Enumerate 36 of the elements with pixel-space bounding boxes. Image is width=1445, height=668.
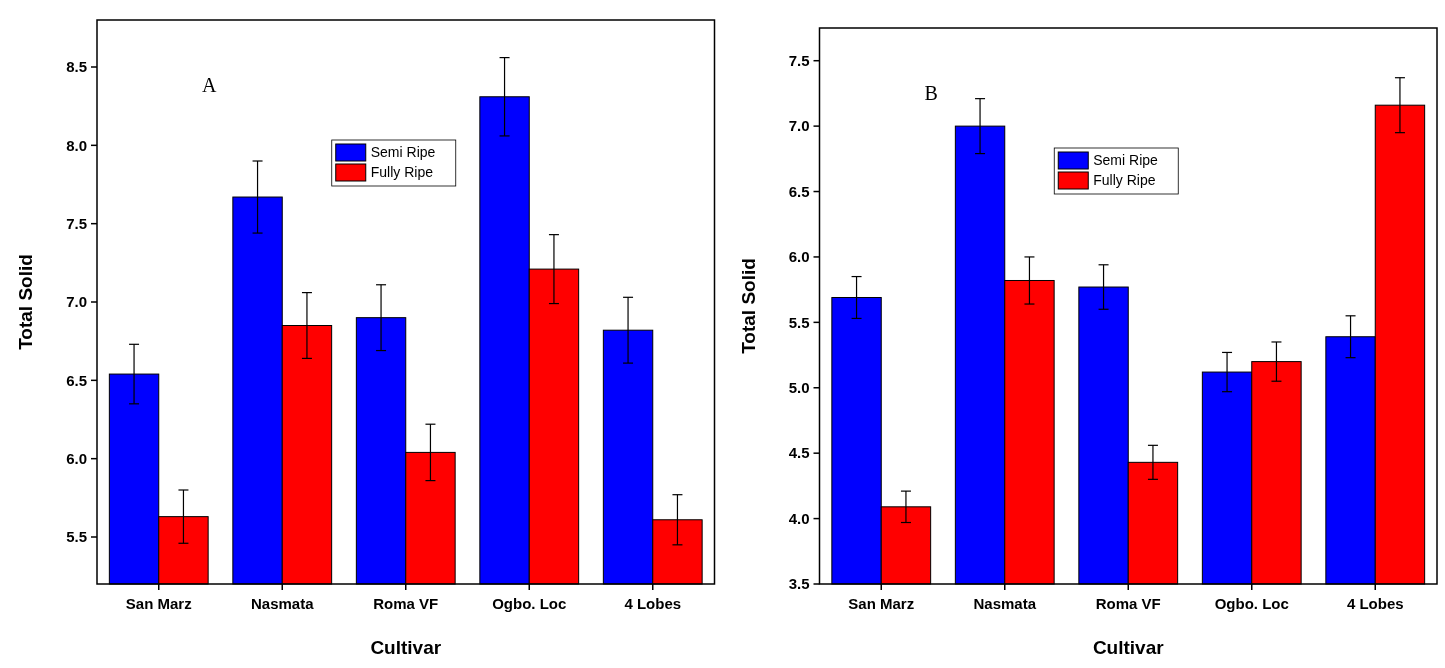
x-tick-label: Ogbo. Loc: [492, 595, 567, 612]
y-tick-label: 7.5: [66, 214, 87, 232]
y-tick-label: 5.5: [788, 313, 810, 331]
y-tick-label: 6.0: [788, 248, 810, 266]
annotation: B: [924, 82, 938, 104]
y-tick-label: 5.0: [788, 379, 810, 397]
x-axis-title: Cultivar: [370, 637, 442, 658]
x-tick-label: Ogbo. Loc: [1214, 595, 1289, 612]
x-tick-label: Roma VF: [1095, 595, 1161, 612]
y-tick-label: 7.5: [788, 51, 810, 69]
x-tick-label: Nasmata: [973, 595, 1037, 612]
legend-label: Semi Ripe: [1093, 152, 1159, 169]
y-tick-label: 4.5: [788, 444, 810, 462]
legend-label: Fully Ripe: [370, 164, 434, 181]
x-tick-label: Nasmata: [250, 595, 315, 612]
x-axis-title: Cultivar: [1092, 637, 1165, 658]
y-tick-label: 3.5: [788, 575, 810, 593]
x-tick-label: 4 Lobes: [624, 595, 682, 612]
y-tick-label: 7.0: [788, 117, 810, 135]
y-tick-label: 6.0: [66, 449, 87, 467]
x-tick-label: Roma VF: [373, 595, 439, 612]
y-axis-title: Total Solid: [737, 258, 759, 354]
y-tick-label: 4.0: [788, 509, 810, 527]
y-tick-label: 6.5: [66, 371, 87, 389]
annotation: A: [202, 74, 217, 96]
y-tick-label: 6.5: [788, 182, 810, 200]
x-tick-label: San Marz: [848, 595, 915, 612]
y-tick-label: 8.5: [66, 58, 87, 76]
x-tick-label: 4 Lobes: [1346, 595, 1404, 612]
y-tick-label: 5.5: [66, 528, 87, 546]
y-tick-label: 8.0: [66, 136, 87, 154]
legend-label: Fully Ripe: [1093, 172, 1156, 189]
legend-label: Semi Ripe: [370, 144, 436, 161]
x-tick-label: San Marz: [125, 595, 192, 612]
y-tick-label: 7.0: [66, 293, 87, 311]
y-axis-title: Total Solid: [15, 254, 36, 350]
